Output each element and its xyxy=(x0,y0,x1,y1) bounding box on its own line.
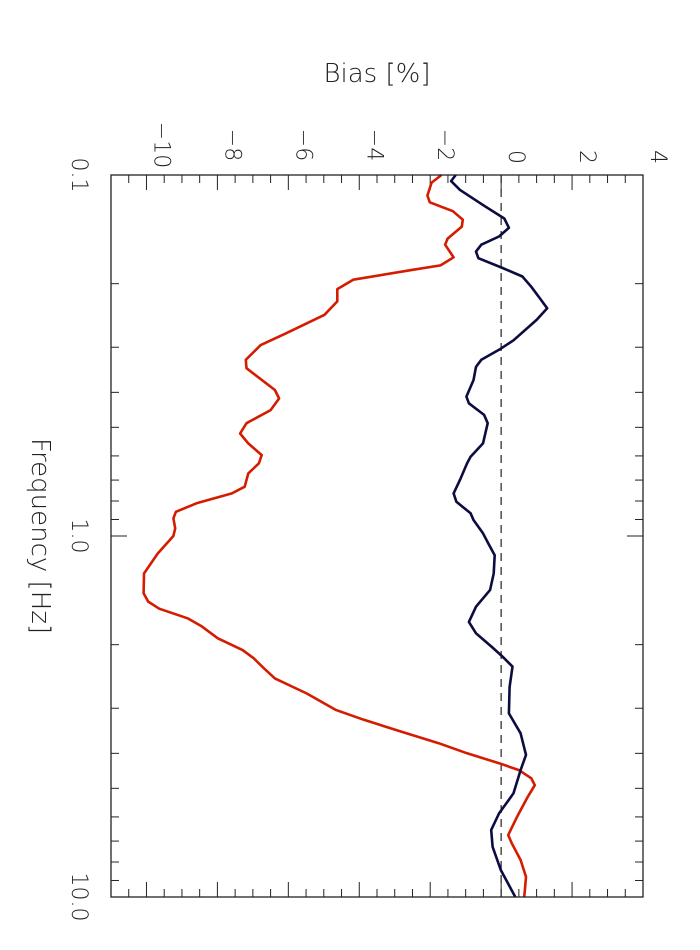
frequency-tick-label: 0.1 xyxy=(66,158,91,193)
bias-tick-label: −10 xyxy=(148,122,173,168)
bias-tick-label: −2 xyxy=(432,129,457,161)
bias-tick-label: 0 xyxy=(503,150,528,164)
frequency-tick-label: 1.0 xyxy=(66,519,91,554)
plot-frame xyxy=(110,174,644,898)
series-line-1 xyxy=(142,173,537,898)
bias-tick-label: 4 xyxy=(645,150,670,164)
series-group xyxy=(142,173,549,898)
axis-ticks xyxy=(110,174,644,898)
frequency-tick-labels: 0.1 1.0 10.0 xyxy=(66,158,91,922)
bias-axis-label: Bias [%] xyxy=(324,59,431,89)
bias-tick-label: 2 xyxy=(574,150,599,164)
series-line-2 xyxy=(449,174,549,898)
bias-tick-label: −4 xyxy=(361,129,386,161)
frequency-axis-label: Frequency [Hz] xyxy=(25,438,55,634)
bias-tick-label: −8 xyxy=(219,129,244,161)
bias-tick-label: −6 xyxy=(290,129,315,161)
frequency-tick-label: 10.0 xyxy=(66,873,91,922)
bias-tick-labels: −10 −8 −6 −4 −2 0 2 4 xyxy=(148,122,670,168)
